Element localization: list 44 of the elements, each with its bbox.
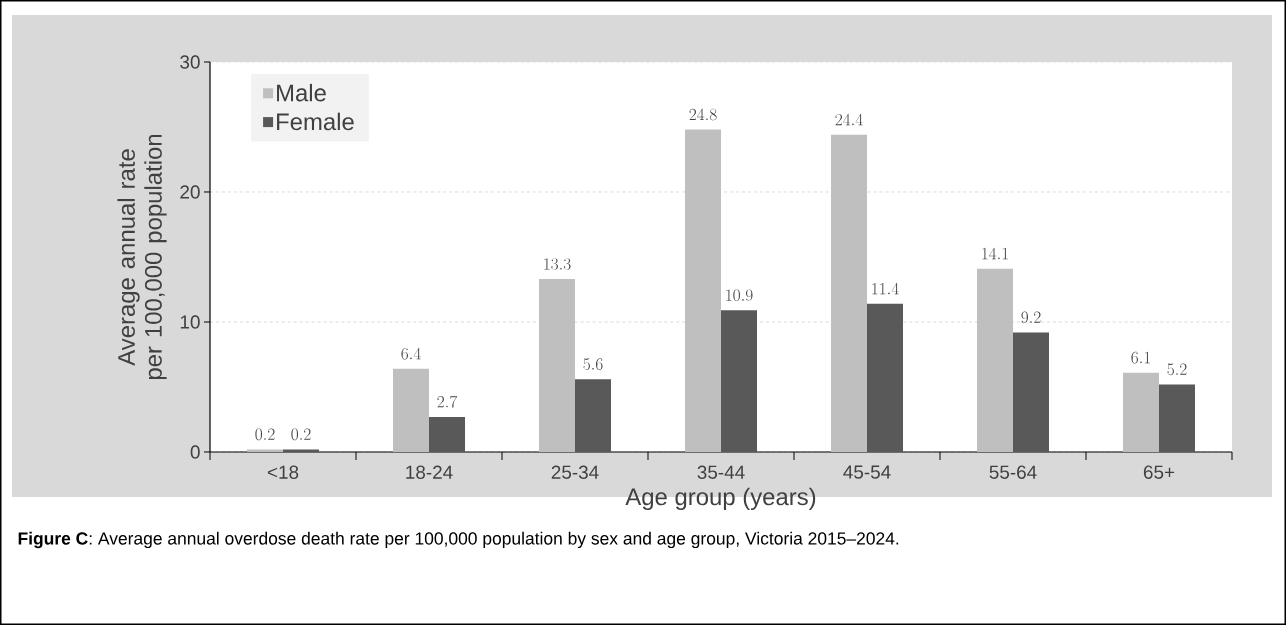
data-label: 6. 1 [1131, 351, 1150, 364]
bar [1159, 384, 1195, 452]
data-label: 14. 1 [982, 247, 1008, 260]
y-tick-label: 0 [190, 445, 200, 459]
data-label: 10.9 [726, 289, 753, 302]
text: Figure C: Average annual overdose death rate per 100,000 population by sex and age group, Victoria 2015–2024. [18, 531, 899, 549]
bar [393, 368, 430, 452]
data-label: 11 .4 [872, 282, 899, 295]
legend-label: Female [277, 112, 354, 131]
data-label: 2.7 [437, 395, 458, 408]
bar [831, 134, 867, 452]
x-tick-label: 25-34 [551, 465, 599, 479]
x-axis-title: Age group (years) [625, 487, 816, 511]
bar [1123, 372, 1159, 452]
x-tick-label: <18 [267, 465, 299, 479]
x-tick-label: 65+ [1143, 465, 1175, 479]
x-tick-label: 35-44 [697, 465, 745, 479]
bar [247, 449, 284, 452]
legend-label: Male [277, 83, 326, 102]
bar [1013, 332, 1049, 452]
bar [977, 268, 1013, 452]
bar [429, 416, 466, 452]
y-tick-label: 20 [180, 185, 200, 199]
y-axis-title: Average annual rate per 100,000 population [117, 134, 167, 380]
x-tick-label: 18-24 [406, 465, 453, 479]
data-label: 0.2 [255, 428, 275, 441]
bar [283, 449, 320, 452]
y-tick-label: 10 [180, 315, 200, 329]
data-label: 5.2 [1167, 363, 1187, 376]
data-label: 0.2 [291, 428, 311, 441]
bar [721, 310, 757, 452]
bar [685, 129, 721, 452]
bar [575, 379, 612, 452]
data-label: 13.3 [544, 258, 571, 270]
bar [867, 303, 903, 452]
y-tick-label: 30 [180, 55, 200, 69]
x-tick-label: 55-64 [989, 465, 1037, 479]
data-label: 9.2 [1021, 311, 1041, 324]
data-label: 24.8 [689, 108, 717, 121]
data-label: 6.4 [401, 347, 421, 360]
x-tick-label: 45-54 [843, 465, 891, 479]
bar [539, 279, 576, 452]
data-label: 5.6 [583, 358, 603, 370]
data-label: 24.4 [835, 113, 863, 126]
